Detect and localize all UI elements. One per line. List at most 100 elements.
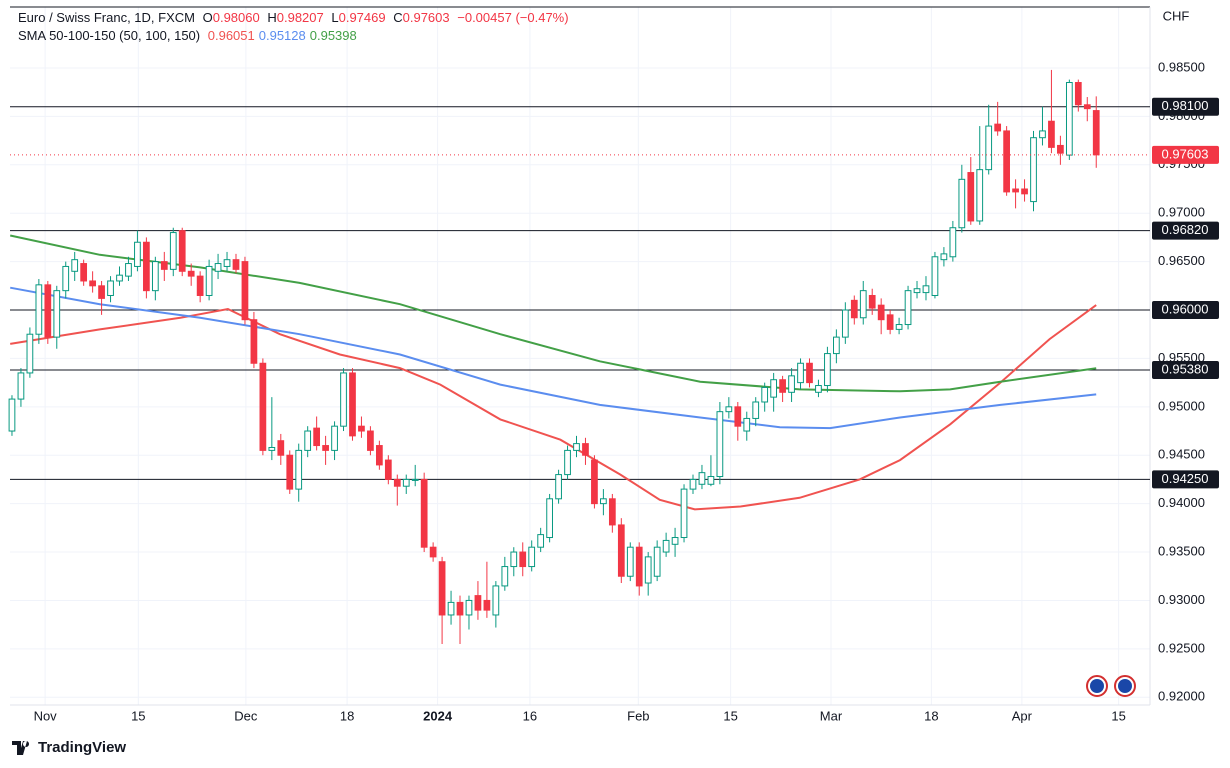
level-label-bg bbox=[1152, 221, 1219, 240]
x-tick-label: 2024 bbox=[423, 708, 453, 723]
candle-body bbox=[223, 259, 231, 267]
candle-body bbox=[35, 284, 43, 335]
indicator-name: SMA 50-100-150 (50, 100, 150) bbox=[18, 28, 201, 43]
candle-body bbox=[80, 263, 88, 282]
candle-body bbox=[626, 546, 634, 577]
candle-body bbox=[635, 546, 643, 587]
candle-body bbox=[573, 443, 580, 451]
candle-body bbox=[286, 454, 294, 490]
candle-body bbox=[788, 375, 795, 393]
candle-body bbox=[537, 534, 545, 548]
candle-body bbox=[653, 546, 661, 577]
candle-body bbox=[1057, 144, 1064, 154]
candle-body bbox=[1030, 137, 1037, 203]
candle-body bbox=[205, 265, 213, 296]
candle-body bbox=[564, 449, 571, 476]
candle-body bbox=[689, 478, 697, 490]
candle-body bbox=[949, 227, 957, 258]
level-label: 0.98100 bbox=[1162, 98, 1209, 113]
y-tick-label: 0.94500 bbox=[1158, 447, 1205, 462]
candle-body bbox=[277, 440, 285, 456]
level-label-bg bbox=[1152, 470, 1219, 489]
x-tick-label: 18 bbox=[340, 708, 354, 723]
candle-body bbox=[1003, 130, 1010, 193]
candle-body bbox=[797, 362, 804, 384]
candle-body bbox=[519, 551, 527, 568]
candle-body bbox=[707, 476, 715, 485]
candle-body bbox=[967, 172, 975, 222]
candle-body bbox=[555, 474, 562, 500]
candle-body bbox=[375, 445, 383, 466]
last-price-bg bbox=[1152, 145, 1219, 164]
candle-body bbox=[322, 445, 329, 451]
candle-body bbox=[895, 324, 903, 330]
x-tick-label: 15 bbox=[723, 708, 737, 723]
candle-body bbox=[761, 386, 769, 403]
y-tick-label: 0.95000 bbox=[1158, 398, 1205, 413]
x-tick-label: Nov bbox=[34, 708, 58, 723]
candle-body bbox=[295, 449, 303, 490]
candle-body bbox=[779, 379, 786, 393]
candle-body bbox=[492, 585, 500, 616]
candle-body bbox=[958, 178, 966, 229]
x-tick-label: 15 bbox=[1111, 708, 1125, 723]
symbol-header: Euro / Swiss Franc, 1D, FXCM O0.98060 H0… bbox=[18, 10, 573, 25]
candle-body bbox=[8, 398, 16, 432]
candle-body bbox=[743, 417, 751, 432]
candle-body bbox=[931, 256, 939, 296]
candle-body bbox=[196, 275, 204, 296]
candle-body bbox=[26, 333, 34, 374]
ohlc-label: C bbox=[393, 10, 403, 25]
candle-body bbox=[1012, 188, 1019, 193]
y-tick-label: 0.93000 bbox=[1158, 592, 1205, 607]
y-tick-label: 0.93500 bbox=[1158, 543, 1205, 558]
candle-body bbox=[582, 443, 589, 456]
candle-body bbox=[510, 551, 518, 568]
candle-body bbox=[985, 125, 993, 171]
candle-body bbox=[680, 488, 688, 539]
candle-body bbox=[340, 372, 347, 427]
candle-body bbox=[393, 478, 401, 487]
candle-body bbox=[824, 353, 831, 387]
y-tick-label: 0.92500 bbox=[1158, 640, 1205, 655]
candle-body bbox=[770, 379, 778, 398]
ohlc-label: L bbox=[331, 10, 339, 25]
sma-value: 0.95398 bbox=[309, 28, 357, 43]
candle-body bbox=[62, 265, 70, 292]
ohlc-value: 0.97469 bbox=[338, 10, 386, 25]
level-label-bg bbox=[1152, 301, 1219, 320]
candle-body bbox=[241, 261, 249, 321]
ohlc-value: 0.97603 bbox=[402, 10, 450, 25]
candle-body bbox=[160, 261, 168, 270]
candle-body bbox=[833, 336, 840, 355]
candle-body bbox=[420, 478, 428, 548]
x-tick-label: 15 bbox=[131, 708, 145, 723]
candle-body bbox=[913, 288, 921, 294]
candle-body bbox=[1083, 104, 1091, 110]
sma-line bbox=[10, 286, 1097, 430]
candle-body bbox=[940, 253, 948, 261]
candle-body bbox=[859, 290, 867, 319]
candle-body bbox=[752, 401, 760, 419]
candle-body bbox=[331, 425, 338, 451]
candle-body bbox=[976, 169, 984, 222]
level-label: 0.96000 bbox=[1162, 301, 1209, 316]
candle-body bbox=[877, 304, 885, 321]
candle-body bbox=[617, 524, 625, 577]
level-label: 0.96820 bbox=[1162, 222, 1209, 237]
candle-body bbox=[313, 427, 321, 447]
candle-body bbox=[232, 259, 240, 270]
candle-body bbox=[922, 285, 930, 294]
sma-value: 0.95128 bbox=[258, 28, 306, 43]
candle-body bbox=[71, 259, 79, 272]
candle-body bbox=[134, 241, 141, 267]
x-tick-label: Apr bbox=[1012, 708, 1033, 723]
y-tick-label: 0.92000 bbox=[1158, 689, 1205, 704]
level-label-bg bbox=[1152, 97, 1219, 116]
candle-body bbox=[850, 299, 858, 319]
currency-flags bbox=[1086, 675, 1136, 697]
candle-body bbox=[178, 230, 186, 272]
candle-body bbox=[608, 498, 616, 526]
candle-body bbox=[358, 425, 365, 432]
candle-body bbox=[662, 539, 670, 553]
